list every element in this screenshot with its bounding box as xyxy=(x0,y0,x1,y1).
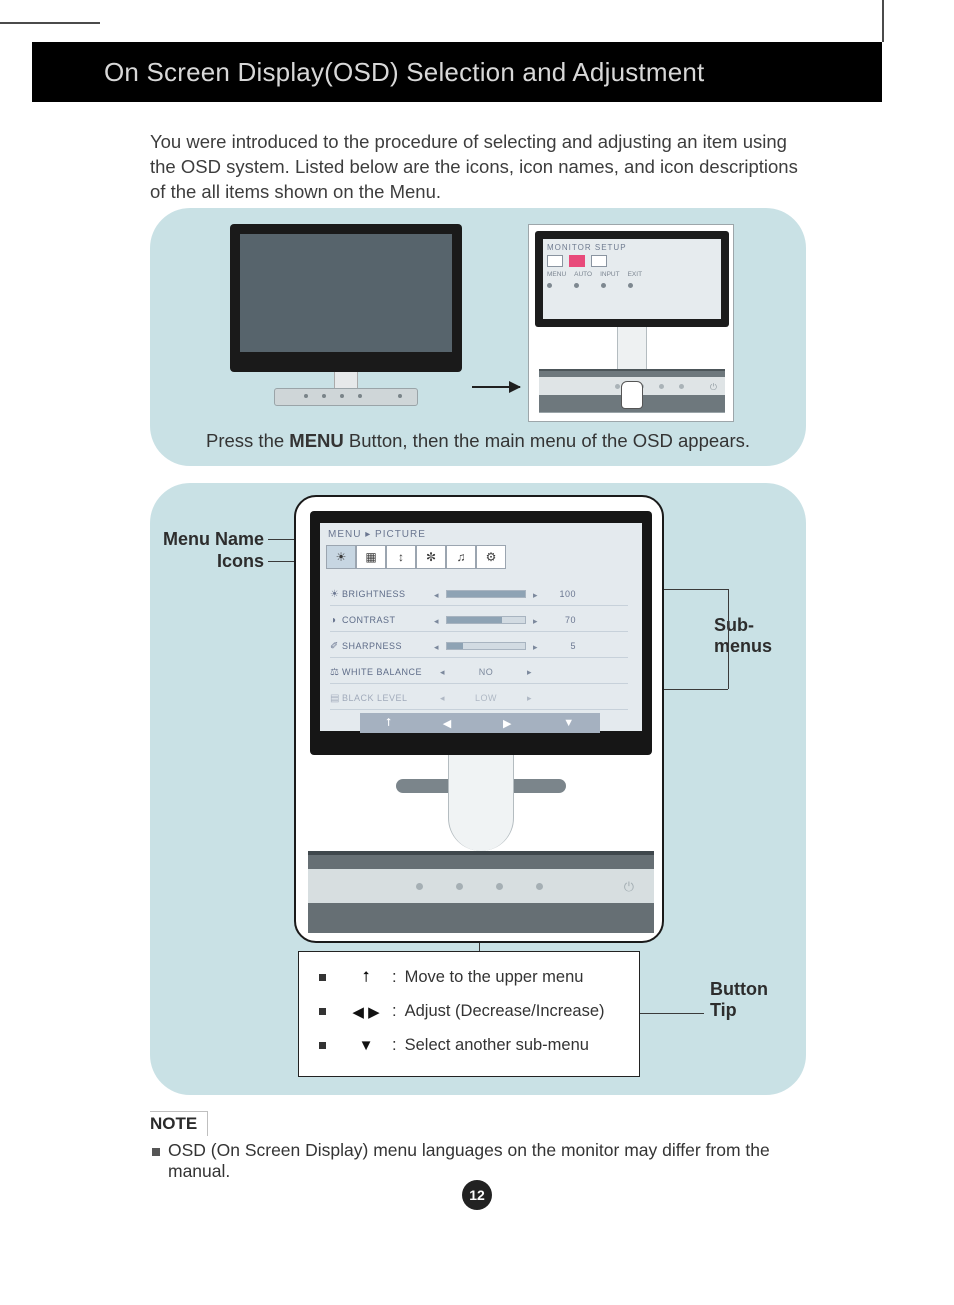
page-trim-v xyxy=(882,0,884,42)
osd-icon: ↕ xyxy=(386,545,416,569)
page-trim-h xyxy=(0,22,100,24)
section-header: On Screen Display(OSD) Selection and Adj… xyxy=(32,42,882,102)
tip-row: ◀ ▶:Adjust (Decrease/Increase) xyxy=(319,1002,605,1021)
nav-right-icon: ▶ xyxy=(503,717,511,730)
panel1-caption: Press the MENU Button, then the main men… xyxy=(150,430,806,452)
lead-line xyxy=(664,689,728,690)
intro-paragraph: You were introduced to the procedure of … xyxy=(150,130,810,205)
lead-line xyxy=(640,1013,704,1014)
label-icons: Icons xyxy=(154,551,264,572)
nav-up-icon: ⭡ xyxy=(386,717,391,730)
label-menu-name: Menu Name xyxy=(154,529,264,550)
monitor-big-illustration: MENU ▸ PICTURE ☀ ▦ ↕ ✼ ♫ ⚙ ☀BRIGHTNESS◂▸… xyxy=(294,495,664,943)
osd-icon: ▦ xyxy=(356,545,386,569)
osd-setup-icons xyxy=(547,255,629,267)
osd-icon: ☀ xyxy=(326,545,356,569)
arrow-right-icon xyxy=(472,386,520,388)
label-button-tip: Button Tip xyxy=(710,979,780,1021)
osd-sub-row: ⚖WHITE BALANCE◂NO▸ xyxy=(330,661,630,683)
note-block: NOTE OSD (On Screen Display) menu langua… xyxy=(150,1111,806,1182)
nav-left-icon: ◀ xyxy=(443,717,451,730)
note-title: NOTE xyxy=(150,1111,208,1136)
osd-icon-row: ☀ ▦ ↕ ✼ ♫ ⚙ xyxy=(326,545,506,569)
osd-icon: ♫ xyxy=(446,545,476,569)
monitor-small-illustration xyxy=(230,224,462,412)
monitor-zoom-illustration: MONITOR SETUP MENU AUTO INPUT EXIT ⏻ xyxy=(528,224,734,422)
power-icon: ⏻ xyxy=(710,382,717,393)
label-sub-menus: Sub-menus xyxy=(714,615,784,657)
osd-menu-path: MENU ▸ PICTURE xyxy=(328,529,426,540)
power-icon: ⏻ xyxy=(624,879,634,895)
button-tip-box: ⭡:Move to the upper menu ◀ ▶:Adjust (Decr… xyxy=(298,951,640,1077)
osd-setup-labels: MENU AUTO INPUT EXIT xyxy=(547,271,642,278)
osd-nav-bar: ⭡ ◀ ▶ ▼ xyxy=(360,713,600,733)
osd-icon: ✼ xyxy=(416,545,446,569)
osd-sub-row: ☀BRIGHTNESS◂▸100 xyxy=(330,583,630,605)
osd-sub-row: ▤BLACK LEVEL◂LOW▸ xyxy=(330,687,630,709)
panel-osd-detail: Menu Name Icons Sub-menus Button Tip MEN… xyxy=(150,483,806,1095)
tip-row: ▼:Select another sub-menu xyxy=(319,1036,589,1055)
lead-line xyxy=(728,589,729,689)
note-body: OSD (On Screen Display) menu languages o… xyxy=(150,1140,806,1182)
section-title: On Screen Display(OSD) Selection and Adj… xyxy=(104,57,704,88)
osd-sub-row: ✐SHARPNESS◂▸5 xyxy=(330,635,630,657)
hand-cursor-icon xyxy=(621,381,643,409)
osd-icon: ⚙ xyxy=(476,545,506,569)
page-number: 12 xyxy=(462,1180,492,1210)
osd-sub-row: ◑CONTRAST◂▸70 xyxy=(330,609,630,631)
nav-down-icon: ▼ xyxy=(563,717,574,729)
panel-press-menu: MONITOR SETUP MENU AUTO INPUT EXIT ⏻ Pre… xyxy=(150,208,806,466)
lead-line xyxy=(664,589,728,590)
osd-setup-title: MONITOR SETUP xyxy=(547,243,627,252)
tip-row: ⭡:Move to the upper menu xyxy=(319,968,583,987)
